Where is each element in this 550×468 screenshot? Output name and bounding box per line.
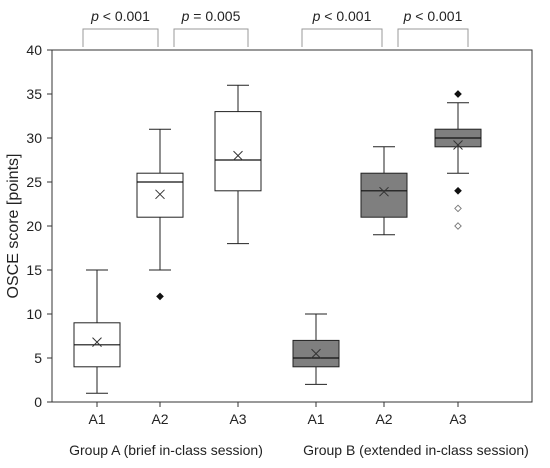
significance-bracket bbox=[397, 28, 469, 47]
box-iqr bbox=[136, 172, 184, 218]
significance-bracket bbox=[173, 28, 249, 47]
significance-label: p < 0.001 bbox=[90, 8, 150, 24]
significance-p-symbol: p bbox=[403, 8, 412, 24]
significance-label: p < 0.001 bbox=[403, 8, 463, 24]
y-tick-label: 10 bbox=[26, 306, 42, 322]
group-label: Group B (extended in-class session) bbox=[303, 442, 529, 458]
y-tick-label: 25 bbox=[26, 174, 42, 190]
significance-p-symbol: p bbox=[90, 8, 99, 24]
box-iqr bbox=[214, 111, 262, 192]
box-mean-marker bbox=[311, 348, 321, 359]
x-tick-label: A1 bbox=[307, 411, 324, 427]
group-label: Group A (brief in-class session) bbox=[69, 442, 263, 458]
outlier-point bbox=[454, 204, 462, 213]
significance-bracket bbox=[301, 28, 383, 47]
significance-p-value: < 0.001 bbox=[99, 8, 150, 24]
y-tick-label: 30 bbox=[26, 130, 42, 146]
significance-label: p = 0.005 bbox=[181, 8, 241, 24]
outlier-point bbox=[454, 186, 462, 195]
outlier-point bbox=[454, 222, 462, 230]
significance-label: p < 0.001 bbox=[312, 8, 372, 24]
y-tick-label: 40 bbox=[26, 42, 42, 58]
significance-p-value: = 0.005 bbox=[189, 8, 240, 24]
box-mean-marker bbox=[92, 337, 102, 348]
box-mean-marker bbox=[155, 189, 165, 200]
box-iqr bbox=[360, 172, 408, 218]
x-tick-label: A2 bbox=[375, 411, 392, 427]
y-tick-label: 20 bbox=[26, 218, 42, 234]
box-mean-marker bbox=[453, 140, 463, 150]
y-tick-label: 35 bbox=[26, 86, 42, 102]
significance-p-value: < 0.001 bbox=[411, 8, 462, 24]
x-tick-label: A3 bbox=[229, 411, 246, 427]
significance-p-symbol: p bbox=[181, 8, 190, 24]
outlier-point bbox=[156, 292, 164, 301]
y-axis-title: OSCE score [points] bbox=[5, 154, 22, 299]
y-tick-label: 0 bbox=[34, 394, 42, 410]
significance-p-value: < 0.001 bbox=[320, 8, 371, 24]
significance-p-symbol: p bbox=[312, 8, 321, 24]
box-mean-marker bbox=[233, 150, 243, 161]
y-tick-label: 5 bbox=[34, 350, 42, 366]
x-tick-label: A2 bbox=[151, 411, 168, 427]
y-tick-label: 15 bbox=[26, 262, 42, 278]
box-mean-marker bbox=[379, 186, 389, 197]
x-tick-label: A3 bbox=[449, 411, 466, 427]
significance-bracket bbox=[82, 28, 159, 47]
box-iqr bbox=[292, 339, 340, 368]
x-tick-label: A1 bbox=[88, 411, 105, 427]
outlier-point bbox=[454, 90, 462, 98]
